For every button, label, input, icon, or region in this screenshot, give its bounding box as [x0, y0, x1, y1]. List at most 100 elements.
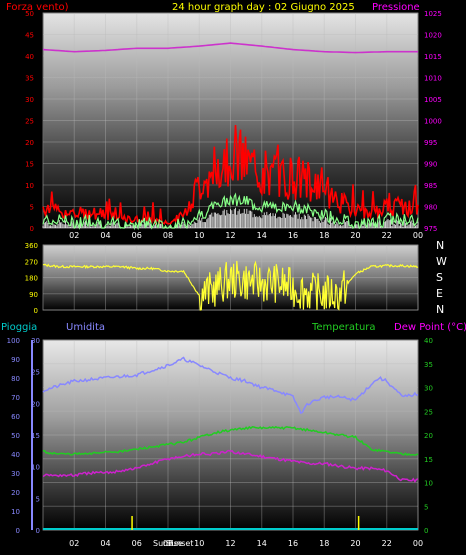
compass-n-bottom: N: [436, 303, 444, 316]
wind-series: [42, 42, 419, 231]
x-tick-label: 20: [350, 539, 360, 548]
humidity-tick-label: 10: [31, 464, 40, 472]
wind-gust-series: [42, 125, 419, 225]
direction-series: [42, 260, 419, 311]
wind-y-axis: 0 5 10 15 20 25 30 35 40 45 50: [25, 10, 34, 233]
wind-tick-label: 15: [25, 161, 34, 169]
x-tick-label: 16: [288, 231, 298, 240]
humidity-axis-label: Umidita: [66, 322, 105, 333]
x-tick-label: 18: [319, 231, 329, 240]
humidity-tick-label: 0: [36, 527, 40, 535]
direction-tick-label: 90: [29, 291, 38, 299]
pressure-tick-label: 1025: [424, 10, 442, 18]
x-tick-label: 00: [413, 231, 423, 240]
pressure-tick-label: 1015: [424, 53, 442, 61]
temp-x-axis: 02 04 06 08 10 12 14 16 18 20 22 00: [69, 539, 423, 548]
pressure-tick-label: 975: [424, 225, 437, 233]
humidity-tick-label: 25: [31, 369, 40, 377]
rain-axis-label: Pioggia: [1, 322, 37, 333]
rain-tick-label: 60: [11, 413, 20, 421]
rain-tick-label: 80: [11, 375, 20, 383]
x-tick-label: 22: [382, 539, 392, 548]
rain-tick-label: 50: [11, 432, 20, 440]
pressure-tick-label: 980: [424, 204, 437, 212]
pressure-y-axis: 975 980 985 990 995 1000 1005 1010 1015 1020 1025: [424, 10, 442, 233]
humidity-y-axis: 0 5 10 15 20 25 30: [31, 337, 40, 535]
x-tick-label: 14: [257, 231, 267, 240]
direction-y-axis: 0 90 180 270 360: [25, 242, 38, 315]
direction-tick-label: 0: [34, 307, 38, 315]
chart-title: 24 hour graph day : 02 Giugno 2025: [172, 2, 355, 13]
x-tick-label: 12: [225, 539, 235, 548]
x-tick-label: 02: [69, 539, 79, 548]
x-tick-label: 08: [163, 539, 173, 548]
temp-tick-label: 25: [424, 408, 433, 416]
pressure-tick-label: 995: [424, 139, 437, 147]
compass-s: S: [436, 271, 443, 284]
wind-tick-label: 10: [25, 182, 34, 190]
rain-tick-label: 30: [11, 470, 20, 478]
temp-series: [42, 356, 419, 530]
humidity-tick-label: 30: [31, 337, 40, 345]
direction-series: [42, 260, 419, 311]
wind-tick-label: 20: [25, 139, 34, 147]
pressure-series: [42, 42, 418, 54]
wind-tick-label: 0: [30, 225, 34, 233]
wind-axis-label: Forza vento): [6, 2, 69, 13]
wind-low-series: [42, 207, 419, 228]
rain-tick-label: 100: [7, 337, 20, 345]
compass-labels: N W S E N: [436, 239, 447, 316]
compass-n-top: N: [436, 239, 444, 252]
temp-tick-label: 30: [424, 385, 433, 393]
x-tick-label: 02: [69, 231, 79, 240]
x-tick-label: 04: [100, 539, 110, 548]
dewpoint-series: [42, 449, 419, 483]
pressure-axis-label: Pressione: [372, 2, 420, 13]
x-tick-label: 12: [225, 231, 235, 240]
rain-tick-label: 90: [11, 356, 20, 364]
temp-tick-label: 15: [424, 456, 433, 464]
wind-tick-label: 40: [25, 53, 34, 61]
temp-y-axis: 0 5 10 15 20 25 30 35 40: [424, 337, 433, 535]
rain-tick-label: 10: [11, 508, 20, 516]
sunrise-label: Sunrise: [153, 539, 183, 548]
direction-tick-label: 270: [25, 258, 38, 266]
x-tick-label: 10: [194, 231, 204, 240]
wind-x-axis: 02 04 06 08 10 12 14 16 18 20 22 00: [69, 231, 423, 240]
direction-tick-label: 180: [25, 275, 38, 283]
humidity-tick-label: 20: [31, 400, 40, 408]
temp-tick-label: 40: [424, 337, 433, 345]
wind-tick-label: 25: [25, 118, 34, 126]
temp-tick-label: 10: [424, 480, 433, 488]
direction-tick-label: 360: [25, 242, 38, 250]
sunset-label: Sunset: [166, 539, 193, 548]
pressure-tick-label: 1010: [424, 75, 442, 83]
x-tick-label: 10: [194, 539, 204, 548]
dewpoint-axis-label: Dew Point (°C): [394, 322, 466, 333]
temperature-series: [42, 425, 419, 457]
pressure-tick-label: 990: [424, 161, 437, 169]
x-tick-label: 14: [257, 539, 267, 548]
wind-tick-label: 45: [25, 32, 34, 40]
x-tick-label: 06: [132, 231, 142, 240]
x-tick-label: 06: [132, 539, 142, 548]
pressure-tick-label: 1020: [424, 32, 442, 40]
wind-tick-label: 50: [25, 10, 34, 18]
x-tick-label: 16: [288, 539, 298, 548]
rain-tick-label: 0: [16, 527, 20, 535]
pressure-tick-label: 985: [424, 182, 437, 190]
humidity-tick-label: 5: [36, 495, 40, 503]
wind-tick-label: 30: [25, 96, 34, 104]
x-tick-label: 20: [350, 231, 360, 240]
humidity-tick-label: 15: [31, 432, 40, 440]
temp-tick-label: 5: [424, 503, 428, 511]
temp-panel-bg: [42, 339, 419, 531]
rain-tick-label: 70: [11, 394, 20, 402]
wind-panel-bg: [42, 12, 419, 229]
x-tick-label: 08: [163, 231, 173, 240]
x-tick-label: 22: [382, 231, 392, 240]
temp-tick-label: 20: [424, 432, 433, 440]
x-tick-label: 00: [413, 539, 423, 548]
temp-tick-label: 35: [424, 361, 433, 369]
temperature-axis-label: Temperatura: [311, 322, 376, 333]
